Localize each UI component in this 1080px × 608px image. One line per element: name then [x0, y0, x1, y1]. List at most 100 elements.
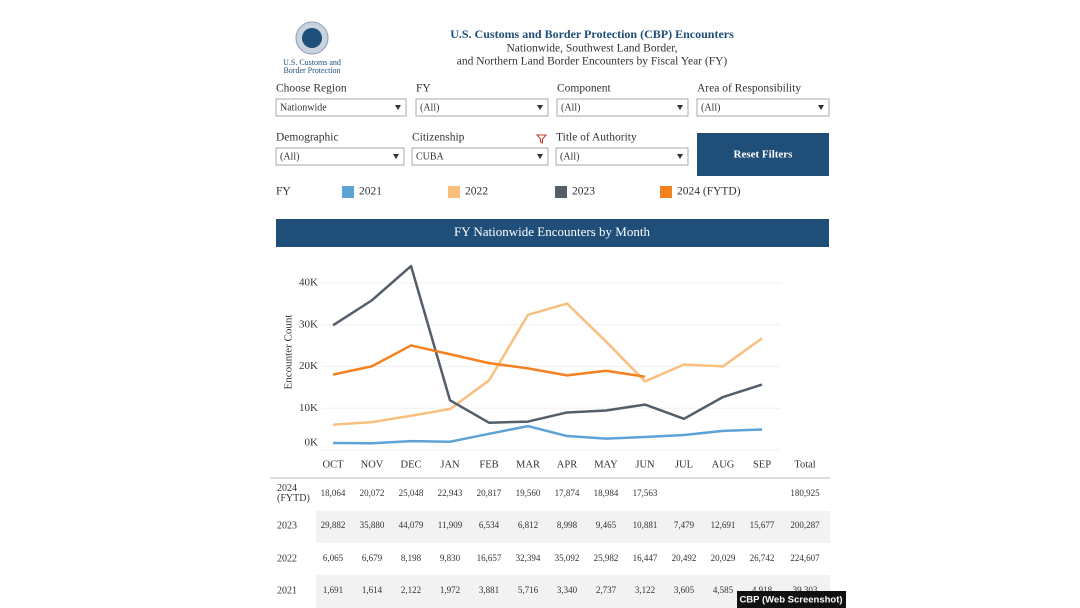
dropdown[interactable] [275, 147, 405, 166]
x-tick-label: AUG [712, 459, 735, 470]
table-cell: 17,874 [555, 488, 580, 498]
chart-title: FY Nationwide Encounters by Month [454, 224, 650, 239]
x-tick-label: APR [557, 459, 577, 470]
table-cell: 25,048 [399, 488, 424, 498]
table-cell: 25,982 [594, 553, 619, 563]
table-cell: 26,742 [750, 553, 775, 563]
table-cell: 2,122 [401, 585, 421, 595]
dropdown-value: (All) [280, 151, 299, 162]
x-tick-label: JUN [635, 459, 655, 470]
credit: CBP (Web Screenshot) [739, 595, 842, 606]
x-tick-label: DEC [401, 459, 422, 470]
dropdown-arrow [677, 105, 683, 110]
filter-label: Title of Authority [556, 132, 637, 144]
table-cell: 6,065 [323, 553, 344, 563]
filter-label: Citizenship [412, 132, 465, 144]
table-cell: 9,465 [596, 520, 617, 530]
table-cell: 16,657 [477, 553, 502, 563]
dropdown-arrow [393, 154, 399, 159]
table-total: 224,607 [790, 553, 820, 563]
dropdown-value: Nationwide [280, 102, 327, 113]
table-cell: 20,072 [360, 488, 385, 498]
table-total: 180,925 [790, 488, 820, 498]
table-cell: 9,830 [440, 553, 461, 563]
table-cell: 35,092 [555, 553, 580, 563]
x-tick-label: FEB [479, 459, 498, 470]
legend-swatch [342, 186, 354, 198]
legend-title: FY [276, 186, 291, 198]
row-label: 2024 (FYTD) [277, 483, 310, 504]
table-cell: 20,029 [711, 553, 736, 563]
y-axis-title: Encounter Count [283, 315, 295, 390]
table-cell: 11,909 [438, 520, 463, 530]
subtitle: Nationwide, Southwest Land Border, [506, 43, 677, 55]
table-cell: 2,737 [596, 585, 617, 595]
filter-label: Component [557, 83, 611, 95]
legend-swatch [555, 186, 567, 198]
dropdown-value: (All) [701, 102, 720, 113]
row-label: 2021 [277, 585, 297, 596]
dropdown[interactable] [411, 147, 549, 166]
dropdown[interactable] [275, 98, 407, 117]
table-cell: 5,716 [518, 585, 539, 595]
y-tick-label: 10K [299, 402, 318, 414]
dropdown[interactable] [555, 147, 689, 166]
table-cell: 3,881 [479, 585, 499, 595]
table-total: 39,303 [793, 585, 818, 595]
filter-label: Demographic [276, 132, 339, 144]
reset-button[interactable] [697, 133, 829, 176]
table-cell: 15,677 [750, 520, 775, 530]
table-cell: 32,394 [516, 553, 541, 563]
x-tick-label: JUL [675, 459, 693, 470]
legend-label: 2021 [359, 186, 382, 198]
total-header: Total [794, 459, 816, 470]
table-cell: 18,064 [321, 488, 346, 498]
table-cell: 6,534 [479, 520, 500, 530]
x-tick-label: SEP [753, 459, 771, 470]
legend-label: 2022 [465, 186, 488, 198]
x-tick-label: MAR [516, 459, 540, 470]
table-cell: 20,492 [672, 553, 697, 563]
y-tick-label: 20K [299, 360, 318, 372]
dropdown-arrow [537, 154, 543, 159]
table-cell: 1,614 [362, 585, 383, 595]
table-cell: 18,984 [594, 488, 619, 498]
dropdown[interactable] [696, 98, 830, 117]
legend-label: 2024 (FYTD) [677, 186, 741, 198]
dropdown-arrow [818, 105, 824, 110]
table-cell: 3,340 [557, 585, 578, 595]
x-tick-label: MAY [594, 459, 618, 470]
filter-label: FY [416, 83, 431, 95]
series-line [332, 424, 763, 445]
table-cell: 6,812 [518, 520, 538, 530]
table-total: 200,287 [790, 520, 820, 530]
dropdown-arrow [537, 105, 543, 110]
table-cell: 8,998 [557, 520, 578, 530]
legend-swatch [448, 186, 460, 198]
row-shade [316, 511, 830, 543]
dropdown-value: CUBA [416, 151, 445, 162]
dropdown[interactable] [415, 98, 549, 117]
x-tick-label: OCT [323, 459, 345, 470]
title: U.S. Customs and Border Protection (CBP)… [450, 27, 734, 41]
logo-text: U.S. Customs and [283, 58, 341, 67]
table-cell: 29,882 [321, 520, 346, 530]
y-tick-label: 0K [305, 437, 319, 449]
table-cell: 10,881 [633, 520, 658, 530]
dropdown[interactable] [556, 98, 689, 117]
dropdown-value: (All) [560, 151, 579, 162]
table-cell: 4,918 [752, 585, 773, 595]
table-cell: 3,605 [674, 585, 695, 595]
table-cell: 1,691 [323, 585, 343, 595]
table-cell: 8,198 [401, 553, 422, 563]
logo-text: Border Protection [283, 66, 340, 75]
credit-box [737, 591, 846, 608]
row-label: 2023 [277, 520, 297, 531]
legend-swatch [660, 186, 672, 198]
table-cell: 22,943 [438, 488, 463, 498]
series-line [332, 302, 763, 426]
series-line [332, 344, 646, 378]
table-cell: 7,479 [674, 520, 695, 530]
subtitle: and Northern Land Border Encounters by F… [457, 56, 728, 68]
